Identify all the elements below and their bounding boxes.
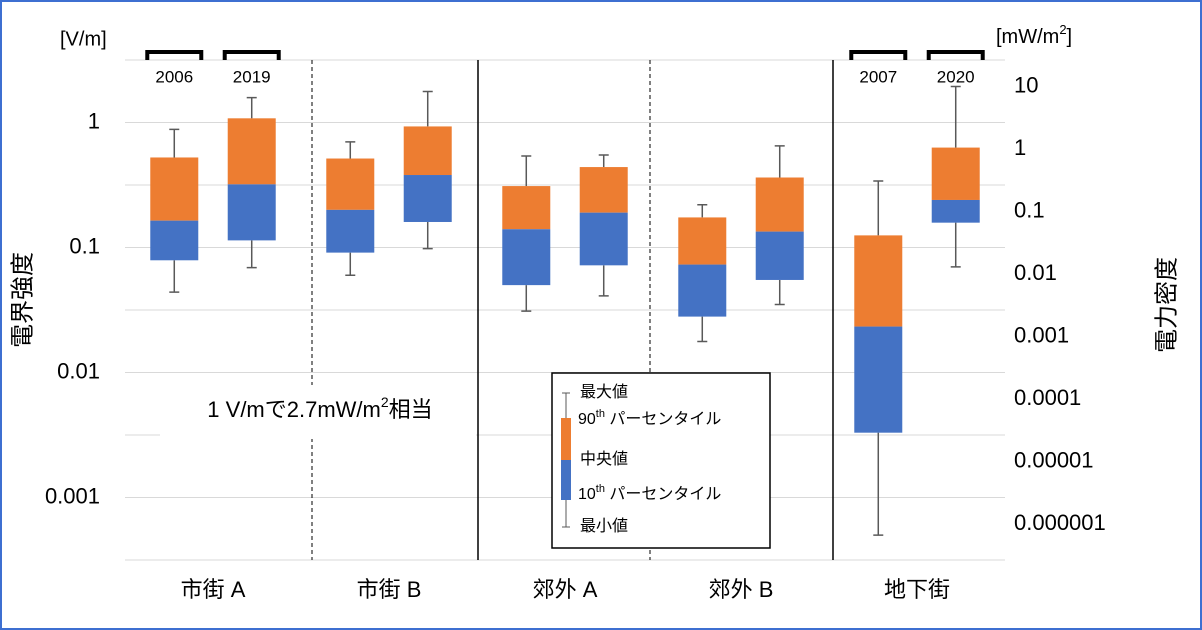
whisker-lower (950, 222, 961, 268)
box-label: 2020 (937, 67, 975, 86)
y2-axis-label: 電力密度 (1153, 257, 1180, 353)
legend-box (551, 372, 771, 549)
box-lower (678, 264, 727, 317)
whisker-lower (774, 279, 785, 306)
legend-num: 10 (578, 486, 596, 503)
whisker-upper (598, 154, 609, 168)
whisker-lower (422, 221, 433, 250)
box-upper (326, 158, 375, 210)
y-tick-label: 0.01 (57, 358, 100, 383)
legend-num: 90 (578, 411, 596, 428)
annotation-text: 1 V/mで2.7mW/m (207, 397, 381, 422)
year-bracket (926, 50, 985, 60)
y-tick-label: 0.001 (45, 483, 100, 508)
whisker-lower (345, 252, 356, 276)
legend-text: パーセンタイル (605, 485, 721, 503)
y-tick-label: 0.1 (69, 233, 100, 258)
box-upper (502, 186, 551, 230)
y2-unit-text: [mW/m (996, 26, 1059, 48)
whisker-upper (950, 85, 961, 148)
boxes (150, 85, 980, 536)
box-upper (931, 147, 980, 200)
annotation-sup: 2 (381, 394, 389, 410)
year-bracket (145, 50, 204, 60)
box-label: 2006 (155, 67, 193, 86)
box-upper (755, 177, 804, 232)
y-axis-label: 電界強度 (9, 252, 36, 348)
box-upper (150, 157, 199, 221)
y2-tick-label: 0.00001 (1014, 447, 1094, 472)
y2-unit-sup: 2 (1059, 22, 1066, 37)
annotation: 1 V/mで2.7mW/m2相当 (207, 394, 432, 422)
box-upper (854, 235, 903, 327)
y2-tick-label: 0.1 (1014, 197, 1045, 222)
whisker-upper (873, 180, 884, 236)
box-lower (150, 220, 199, 261)
x-tick-label: 市街 B (357, 577, 422, 602)
legend-p10: 10th パーセンタイル (578, 483, 721, 503)
box-lower (403, 175, 452, 222)
box-upper (403, 126, 452, 176)
legend-upper (561, 418, 571, 460)
x-tick-label: 地下街 (884, 577, 950, 602)
legend: 最大値 90th パーセンタイル 中央値 10th パーセンタイル 最小値 (551, 372, 771, 549)
y2-tick-label: 0.0001 (1014, 385, 1081, 410)
legend-lower (561, 460, 571, 500)
year-bracket (849, 50, 908, 60)
box-upper (678, 217, 727, 265)
legend-median: 中央値 (580, 450, 628, 468)
y-unit: [V/m] (60, 28, 107, 50)
x-tick-label: 郊外 B (709, 577, 774, 602)
y2-tick-label: 0.001 (1014, 322, 1069, 347)
whisker-lower (521, 285, 532, 312)
annotation-bg (160, 385, 476, 439)
legend-p90: 90th パーセンタイル (578, 408, 721, 428)
box-lower (755, 231, 804, 280)
y2-unit: [mW/m2] (996, 22, 1072, 48)
y2-tick-label: 0.01 (1014, 260, 1057, 285)
y-tick-label: 1 (88, 108, 100, 133)
year-bracket (222, 50, 281, 60)
whisker-upper (422, 90, 433, 127)
box-lower (227, 184, 276, 241)
legend-text: パーセンタイル (605, 410, 721, 428)
y2-tick-label: 1 (1014, 135, 1026, 160)
box-label: 2019 (233, 67, 271, 86)
x-tick-label: 市街 A (181, 577, 246, 602)
annotation-end: 相当 (389, 397, 433, 422)
y2-unit-end: ] (1067, 26, 1073, 48)
box-lower (854, 326, 903, 433)
box-lower (579, 212, 628, 266)
whisker-upper (521, 155, 532, 187)
y2-tick-label: 0.000001 (1014, 510, 1106, 535)
whisker-lower (697, 316, 708, 343)
legend-max: 最大値 (580, 383, 628, 401)
whisker-lower (598, 265, 609, 297)
box-lower (326, 209, 375, 253)
y2-tick-label: 10 (1014, 72, 1038, 97)
legend-min: 最小値 (580, 517, 628, 535)
whisker-upper (697, 203, 708, 218)
box-label: 2007 (859, 67, 897, 86)
whisker-upper (774, 145, 785, 178)
legend-sup: th (596, 483, 605, 495)
box-lower (931, 199, 980, 223)
legend-sup: th (596, 408, 605, 420)
box-lower (502, 229, 551, 286)
whisker-upper (345, 141, 356, 159)
box-upper (227, 118, 276, 185)
whisker-lower (873, 432, 884, 536)
whisker-lower (169, 260, 180, 293)
box-upper (579, 167, 628, 213)
whisker-lower (246, 240, 257, 269)
x-tick-label: 郊外 A (533, 577, 598, 602)
whisker-upper (169, 128, 180, 158)
whisker-upper (246, 96, 257, 119)
